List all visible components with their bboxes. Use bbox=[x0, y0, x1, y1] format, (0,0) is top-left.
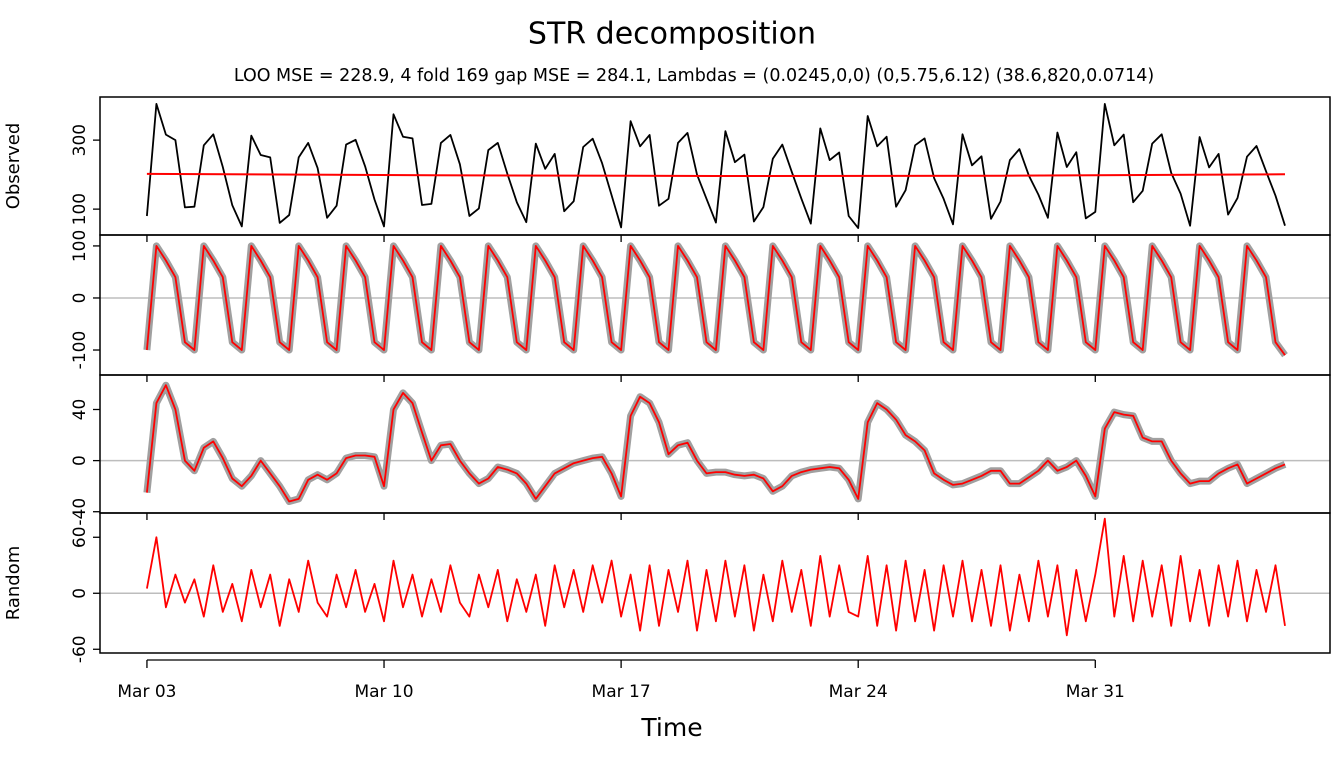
x-tick-label: Mar 03 bbox=[117, 682, 176, 702]
y-tick-label: 40 bbox=[70, 399, 90, 421]
uncertainty-band bbox=[143, 381, 1287, 505]
x-tick-label: Mar 17 bbox=[592, 682, 651, 702]
y-axis-label: Observed bbox=[3, 123, 24, 210]
y-tick-label: 100 bbox=[70, 230, 90, 262]
y-tick-label: -60 bbox=[70, 635, 90, 663]
y-tick-label: 60 bbox=[70, 526, 90, 548]
series-line bbox=[146, 245, 1286, 356]
y-tick-label: 0 bbox=[70, 588, 90, 599]
x-tick-label: Mar 24 bbox=[829, 682, 888, 702]
x-tick-label: Mar 10 bbox=[354, 682, 413, 702]
series-line bbox=[146, 103, 1286, 229]
series-line bbox=[146, 384, 1286, 503]
y-tick-label: -40 bbox=[70, 498, 90, 526]
panel-frame bbox=[99, 512, 1331, 654]
y-tick-label: 100 bbox=[70, 193, 90, 225]
panel-frame bbox=[99, 96, 1331, 236]
y-tick-label: 0 bbox=[70, 455, 90, 466]
overlay-line bbox=[146, 172, 1286, 178]
series-line bbox=[146, 517, 1286, 637]
y-axis-label: Random bbox=[3, 546, 24, 621]
chart-title: STR decomposition bbox=[528, 17, 816, 52]
y-tick-label: 0 bbox=[70, 293, 90, 304]
x-tick-label: Mar 31 bbox=[1066, 682, 1125, 702]
x-axis-label: Time bbox=[640, 713, 702, 742]
y-tick-label: -100 bbox=[70, 331, 90, 370]
y-tick-label: 300 bbox=[70, 124, 90, 156]
chart-subtitle: LOO MSE = 228.9, 4 fold 169 gap MSE = 28… bbox=[234, 66, 1154, 86]
